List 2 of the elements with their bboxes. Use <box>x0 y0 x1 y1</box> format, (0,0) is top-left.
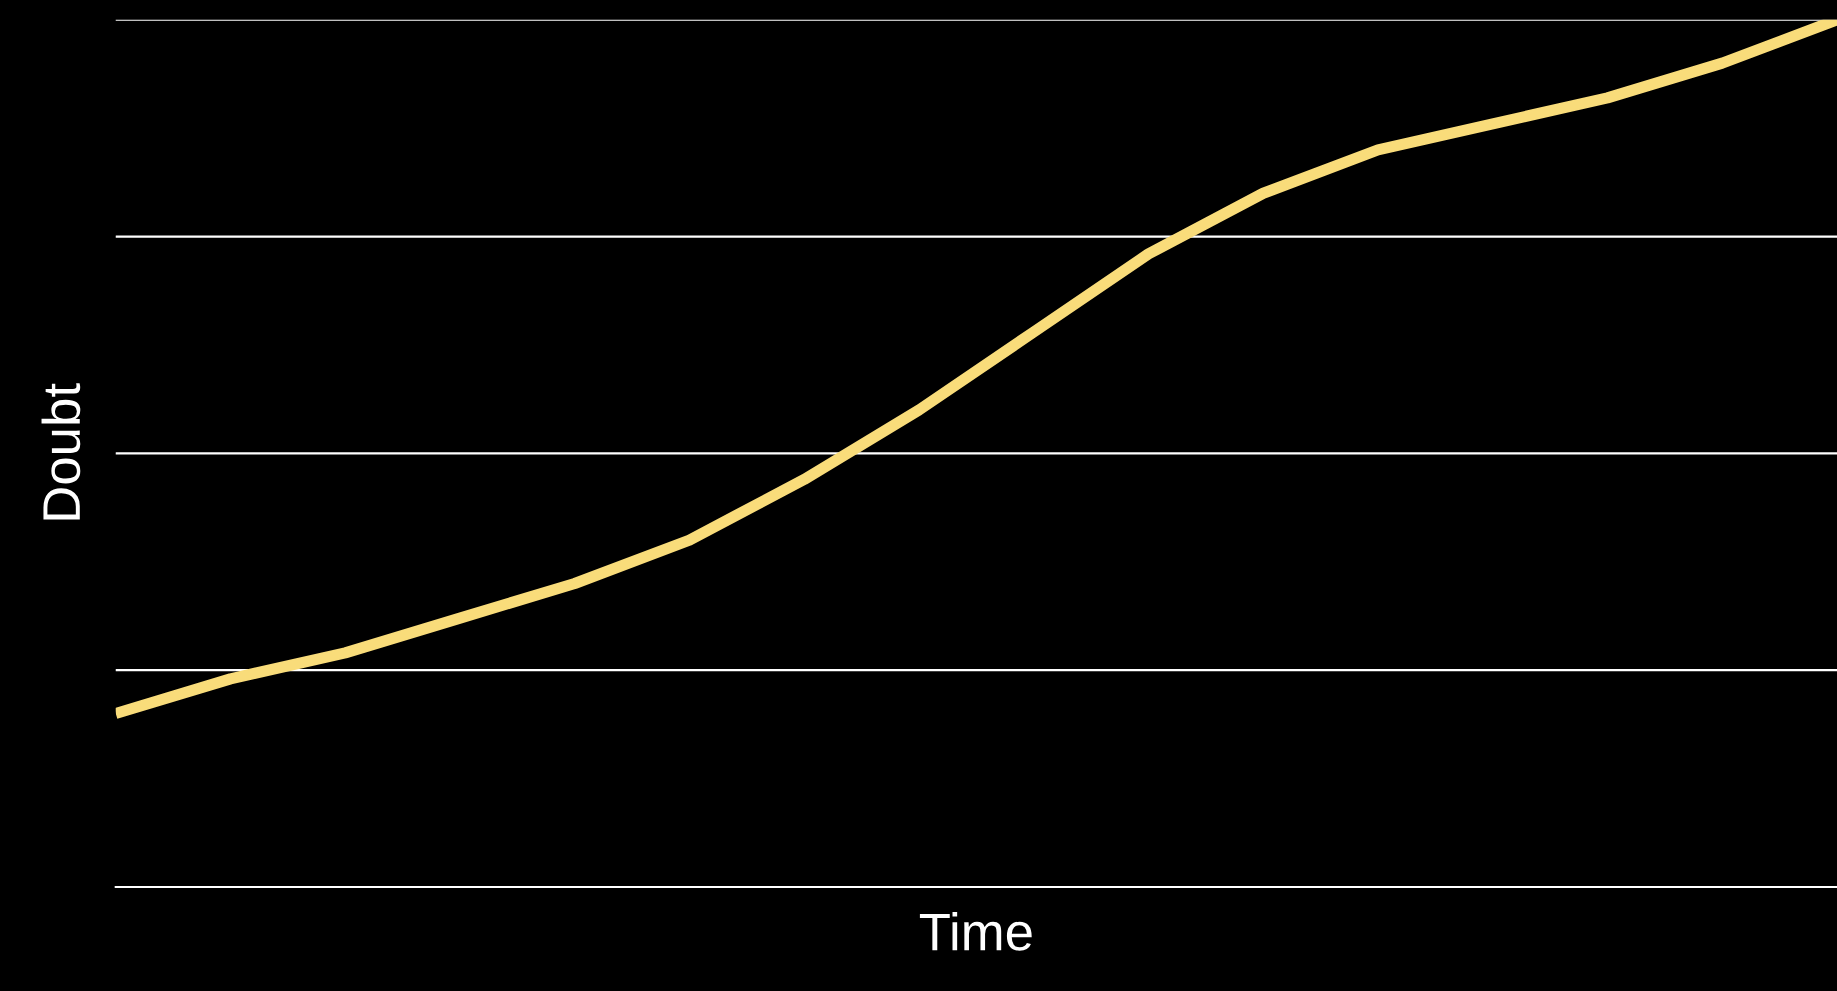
x-axis-title: Time <box>919 911 1032 951</box>
y-axis-title: Doubt <box>41 383 81 520</box>
